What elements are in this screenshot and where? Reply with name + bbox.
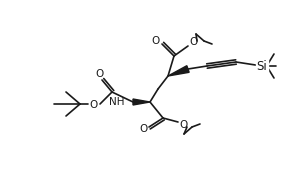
Text: O: O: [139, 124, 147, 134]
Text: O: O: [152, 36, 160, 46]
Polygon shape: [168, 66, 189, 76]
Text: NH: NH: [109, 97, 124, 107]
Polygon shape: [133, 99, 150, 105]
Text: O: O: [179, 120, 187, 130]
Text: Si: Si: [257, 59, 267, 72]
Text: O: O: [89, 100, 97, 110]
Text: O: O: [189, 37, 197, 47]
Text: O: O: [96, 69, 104, 79]
